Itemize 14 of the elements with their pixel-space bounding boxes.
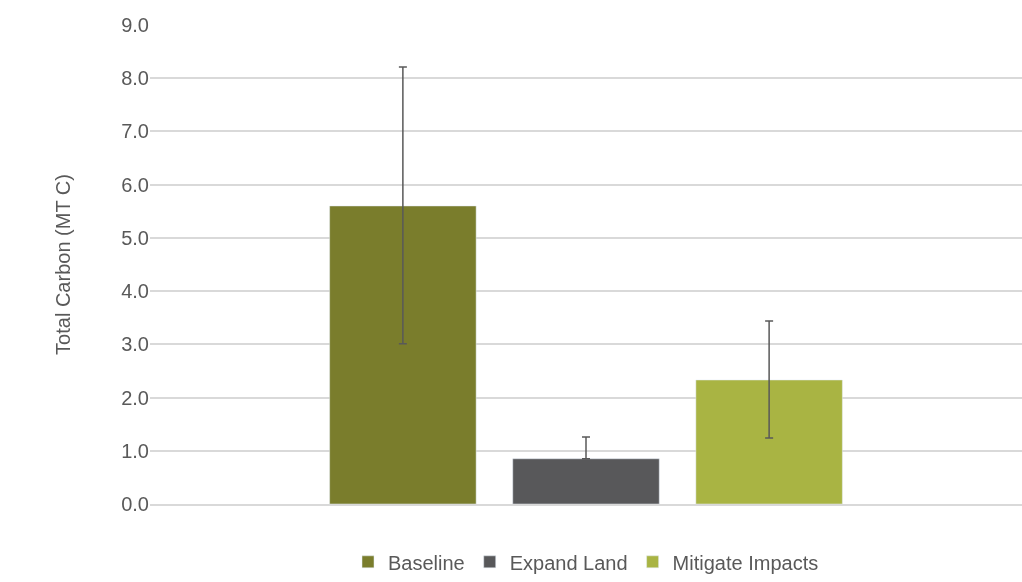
y-tick-label: 4.0 [121, 280, 149, 303]
y-tick-label: 1.0 [121, 439, 149, 462]
y-tick-label: 9.0 [121, 14, 149, 36]
y-tick-label: 8.0 [121, 67, 149, 90]
legend-label: Expand Land [509, 551, 628, 574]
y-tick-label: 2.0 [121, 386, 149, 409]
y-tick-label: 3.0 [121, 333, 149, 356]
y-tick-label: 6.0 [121, 173, 149, 196]
y-tick-label: 0.0 [121, 493, 149, 515]
legend-label: Mitigate Impacts [672, 551, 819, 574]
y-tick-label: 7.0 [121, 120, 149, 143]
legend-label: Baseline [388, 551, 465, 574]
y-axis-title: Total Carbon (MT C) [51, 174, 74, 355]
y-tick-label: 5.0 [121, 226, 149, 249]
